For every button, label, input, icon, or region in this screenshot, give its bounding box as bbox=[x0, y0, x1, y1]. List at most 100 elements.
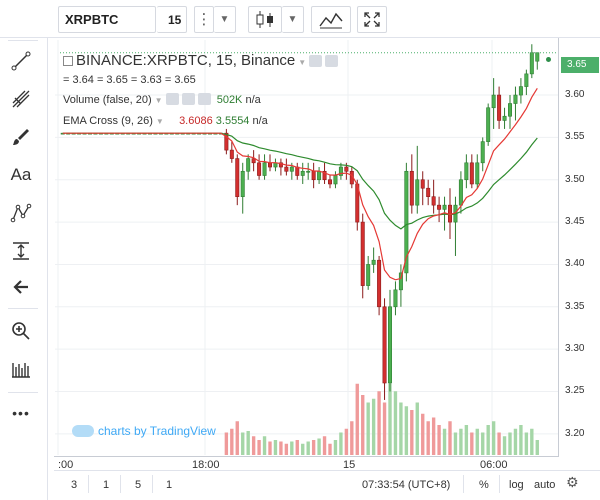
percent-toggle[interactable]: % bbox=[479, 479, 489, 491]
time-tick-label: 06:00 bbox=[480, 459, 508, 471]
candle-body bbox=[420, 179, 425, 189]
more-icon[interactable]: ••• bbox=[12, 405, 30, 421]
candle-body bbox=[388, 306, 392, 384]
candle-body bbox=[360, 221, 365, 286]
volume-bar bbox=[355, 383, 359, 455]
candle-body bbox=[431, 196, 436, 206]
volume-bar bbox=[301, 443, 305, 455]
chart-pane-border bbox=[54, 38, 559, 457]
candle-body bbox=[513, 94, 518, 104]
settings-mini-icon[interactable] bbox=[325, 55, 339, 67]
range-3-button[interactable]: 3 bbox=[71, 479, 78, 491]
text-icon[interactable]: Aa bbox=[10, 165, 32, 184]
volume-bar bbox=[535, 440, 539, 455]
candle-body bbox=[328, 179, 332, 185]
brush-icon[interactable] bbox=[4, 120, 38, 154]
volume-bar bbox=[415, 402, 419, 455]
more-vertical-icon[interactable]: ⋮ bbox=[194, 6, 214, 33]
candle-body bbox=[497, 94, 502, 121]
volume-bar bbox=[251, 436, 256, 455]
settings-mini-icon[interactable] bbox=[309, 55, 323, 67]
clock-label[interactable]: 07:33:54 (UTC+8) bbox=[362, 479, 451, 491]
volume-bar bbox=[524, 432, 529, 455]
candle-body bbox=[235, 158, 240, 197]
divider bbox=[8, 40, 38, 41]
measure-icon[interactable] bbox=[4, 234, 38, 268]
indicators-button[interactable] bbox=[311, 6, 351, 33]
arrow-left-icon[interactable] bbox=[4, 270, 38, 304]
price-tick-label: 3.25 bbox=[565, 385, 585, 397]
volume-bar bbox=[322, 436, 327, 455]
volume-bar bbox=[431, 417, 436, 455]
ruler-icon[interactable] bbox=[4, 352, 38, 386]
volume-bar bbox=[448, 421, 452, 455]
symbol-title: BINANCE:XRPBTC, 15, Binance bbox=[76, 52, 296, 69]
zoom-icon[interactable] bbox=[4, 314, 38, 348]
volume-bar bbox=[470, 432, 474, 455]
pitchfork-icon[interactable] bbox=[4, 82, 38, 116]
volume-bar bbox=[279, 441, 283, 455]
log-toggle[interactable]: log bbox=[509, 479, 524, 491]
collapse-legend-icon[interactable] bbox=[63, 56, 73, 66]
pattern-icon[interactable] bbox=[4, 196, 38, 230]
chart-type-button[interactable] bbox=[248, 6, 282, 33]
divider bbox=[152, 475, 153, 493]
bottom-bar: 3 1 5 1 07:33:54 (UTC+8) % log auto bbox=[54, 470, 600, 500]
interval-selector[interactable]: 15 bbox=[157, 6, 187, 33]
legend-dropdown-icon[interactable]: ▼ bbox=[154, 96, 163, 105]
volume-bar bbox=[519, 425, 523, 455]
last-price-dot bbox=[546, 57, 551, 62]
legend-dropdown-icon[interactable]: ▼ bbox=[298, 58, 307, 67]
divider bbox=[120, 475, 121, 493]
cloud-icon bbox=[72, 425, 94, 437]
volume-bar bbox=[224, 432, 229, 455]
candle-body bbox=[475, 162, 480, 185]
interval-dropdown-icon[interactable]: ▼ bbox=[214, 6, 236, 33]
time-tick-label: 18:00 bbox=[192, 459, 220, 471]
volume-bar bbox=[295, 440, 299, 455]
range-5-button[interactable]: 5 bbox=[135, 479, 142, 491]
candle-body bbox=[257, 162, 262, 176]
volume-bar bbox=[437, 425, 441, 455]
price-tick-label: 3.55 bbox=[565, 131, 585, 143]
volume-bar bbox=[344, 428, 349, 455]
candle-body bbox=[508, 103, 512, 117]
fullscreen-icon[interactable] bbox=[357, 6, 387, 33]
volume-value: 502K bbox=[216, 94, 243, 106]
ema-legend[interactable]: EMA Cross (9, 26) ▼ 3.6086 3.5554 n/a bbox=[63, 115, 268, 127]
range-1-button[interactable]: 1 bbox=[103, 479, 110, 491]
volume-bar bbox=[339, 432, 343, 455]
close-icon[interactable] bbox=[197, 93, 211, 105]
volume-bar bbox=[311, 440, 316, 455]
symbol-input[interactable]: XRPBTC bbox=[58, 6, 156, 33]
ohlc-values: = 3.64 = 3.65 = 3.63 = 3.65 bbox=[63, 74, 196, 86]
gear-icon[interactable]: ⚙ bbox=[566, 474, 579, 490]
range-1-button[interactable]: 1 bbox=[166, 479, 173, 491]
trendline-icon[interactable] bbox=[4, 44, 38, 78]
volume-bar bbox=[497, 432, 501, 455]
chart-legend-title[interactable]: BINANCE:XRPBTC, 15, Binance ▼ bbox=[63, 52, 339, 69]
volume-label: Volume (false, 20) bbox=[63, 94, 152, 106]
candle-body bbox=[524, 73, 529, 87]
eye-icon[interactable] bbox=[165, 93, 179, 105]
volume-bar bbox=[333, 440, 338, 455]
gear-icon[interactable] bbox=[181, 93, 195, 105]
divider bbox=[88, 475, 89, 493]
chart-type-dropdown-icon[interactable]: ▼ bbox=[282, 6, 304, 33]
legend-dropdown-icon[interactable]: ▼ bbox=[155, 117, 164, 126]
candle-body bbox=[518, 86, 523, 96]
auto-toggle[interactable]: auto bbox=[534, 479, 556, 491]
candle-body bbox=[486, 107, 491, 142]
candle-body bbox=[404, 170, 409, 274]
ema-slow-value: 3.5554 bbox=[215, 115, 250, 127]
candle-body bbox=[251, 158, 256, 164]
tradingview-watermark[interactable]: charts by TradingView bbox=[72, 424, 216, 438]
time-tick-label: :00 bbox=[58, 459, 74, 471]
candle-body bbox=[491, 94, 496, 109]
price-tick-label: 3.35 bbox=[565, 300, 585, 312]
top-toolbar: XRPBTC 15 ⋮ ▼ ▼ bbox=[0, 0, 600, 38]
volume-legend[interactable]: Volume (false, 20) ▼ 502K n/a bbox=[63, 93, 261, 106]
candle-body bbox=[278, 162, 283, 168]
drawing-toolbar: ▶ Aa ••• bbox=[0, 0, 48, 500]
